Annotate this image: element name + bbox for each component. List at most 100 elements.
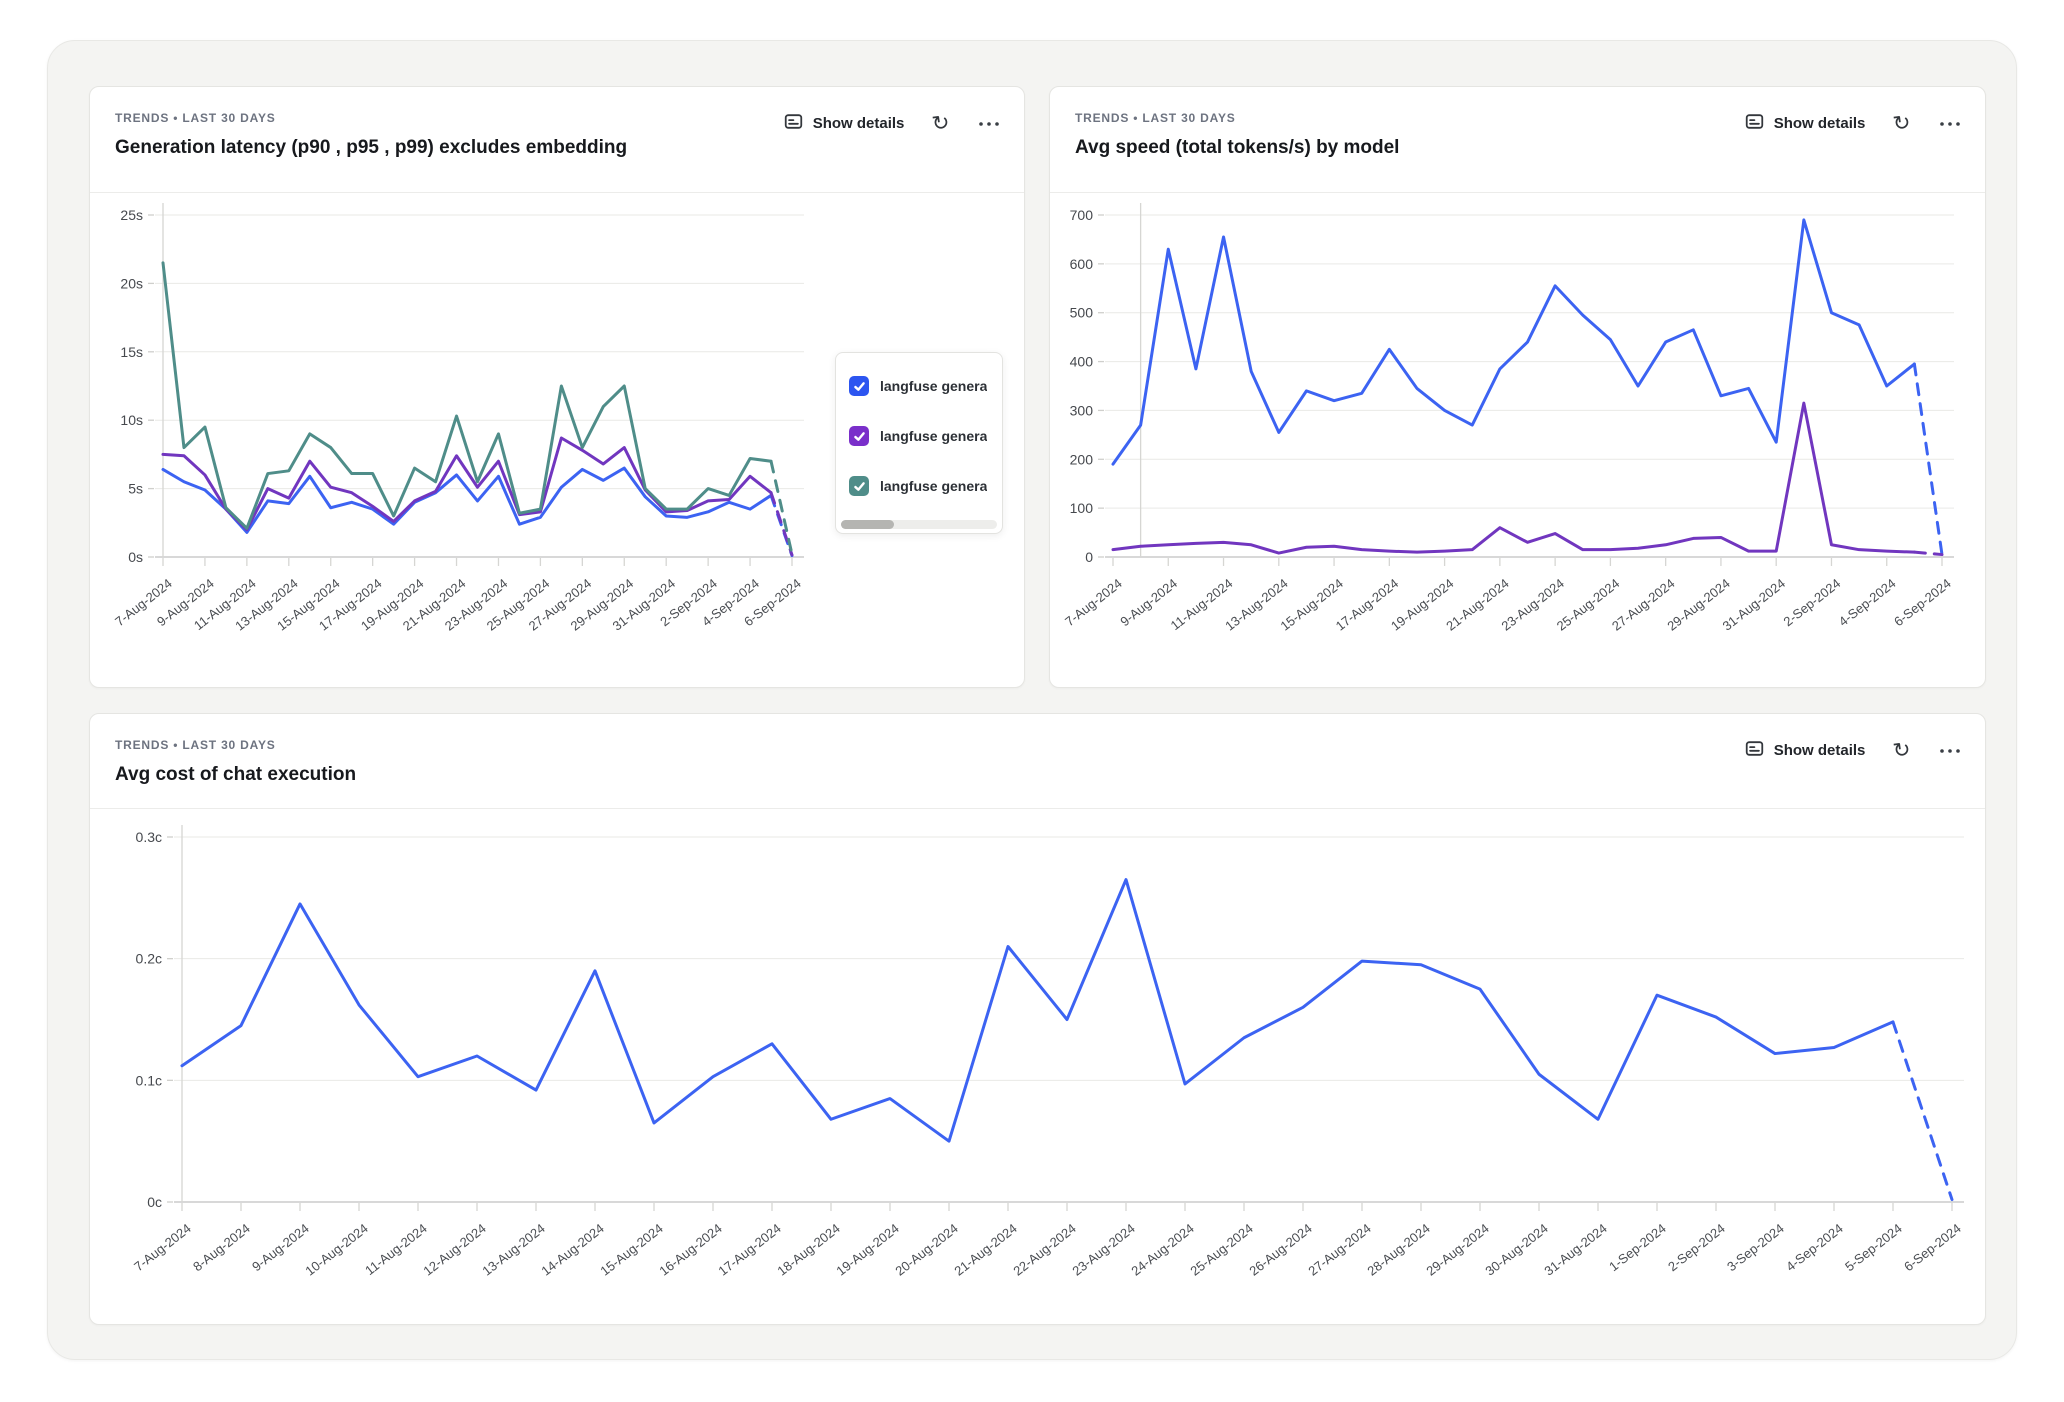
panel-actions: Show details ↻	[781, 107, 1002, 140]
cost-panel: TRENDS • LAST 30 DAYS Avg cost of chat e…	[89, 713, 1986, 1325]
svg-text:7-Aug-2024: 7-Aug-2024	[131, 1221, 194, 1275]
svg-text:15s: 15s	[120, 344, 143, 360]
legend-item-label: langfuse genera	[880, 478, 988, 494]
refresh-button[interactable]: ↻	[1891, 111, 1913, 136]
svg-text:300: 300	[1070, 402, 1094, 418]
svg-text:0.1c: 0.1c	[136, 1072, 162, 1088]
svg-text:31-Aug-2024: 31-Aug-2024	[1541, 1221, 1609, 1279]
more-icon	[1939, 743, 1961, 758]
svg-text:4-Sep-2024: 4-Sep-2024	[1836, 576, 1899, 630]
cost-panel-header: TRENDS • LAST 30 DAYS Avg cost of chat e…	[90, 714, 1985, 809]
show-details-label: Show details	[1773, 115, 1866, 132]
svg-text:30-Aug-2024: 30-Aug-2024	[1482, 1221, 1550, 1279]
show-details-button[interactable]: Show details	[1742, 734, 1868, 767]
svg-text:400: 400	[1070, 354, 1094, 370]
show-details-button[interactable]: Show details	[781, 107, 907, 140]
speed-chart: 01002003004005006007007-Aug-20249-Aug-20…	[1062, 203, 1954, 634]
show-details-label: Show details	[812, 115, 905, 132]
svg-text:6-Sep-2024: 6-Sep-2024	[1891, 576, 1954, 630]
legend-scrollbar[interactable]	[841, 520, 997, 529]
svg-text:10s: 10s	[120, 412, 143, 428]
svg-text:17-Aug-2024: 17-Aug-2024	[715, 1221, 783, 1279]
legend-item-label: langfuse genera	[880, 378, 988, 394]
legend-item[interactable]: langfuse genera	[836, 461, 1002, 511]
svg-text:22-Aug-2024: 22-Aug-2024	[1010, 1221, 1078, 1279]
svg-text:0: 0	[1085, 549, 1093, 565]
show-details-icon	[1744, 738, 1765, 763]
legend-item[interactable]: langfuse genera	[836, 361, 1002, 411]
legend-checkbox-checked[interactable]	[849, 426, 869, 446]
refresh-icon: ↻	[930, 110, 952, 137]
show-details-button[interactable]: Show details	[1742, 107, 1868, 140]
panel-actions: Show details ↻	[1742, 734, 1963, 767]
svg-text:12-Aug-2024: 12-Aug-2024	[420, 1221, 488, 1279]
latency-panel: TRENDS • LAST 30 DAYS Generation latency…	[89, 86, 1025, 688]
page-title-cost: Avg cost of chat execution	[115, 764, 357, 785]
svg-text:7-Aug-2024: 7-Aug-2024	[1062, 576, 1125, 630]
svg-text:6-Sep-2024: 6-Sep-2024	[1901, 1221, 1964, 1275]
svg-text:26-Aug-2024: 26-Aug-2024	[1246, 1221, 1314, 1279]
latency-panel-header: TRENDS • LAST 30 DAYS Generation latency…	[90, 87, 1024, 193]
svg-text:19-Aug-2024: 19-Aug-2024	[833, 1221, 901, 1279]
more-icon	[1939, 116, 1961, 131]
legend-item-label: langfuse genera	[880, 428, 988, 444]
speed-panel: TRENDS • LAST 30 DAYS Avg speed (total t…	[1049, 86, 1986, 688]
page-title-latency: Generation latency (p90 , p95 , p99) exc…	[115, 137, 628, 158]
svg-text:27-Aug-2024: 27-Aug-2024	[1305, 1221, 1373, 1279]
legend-checkbox-checked[interactable]	[849, 376, 869, 396]
legend-checkbox-checked[interactable]	[849, 476, 869, 496]
svg-text:20s: 20s	[120, 275, 143, 291]
trends-eyebrow: TRENDS • LAST 30 DAYS	[115, 738, 276, 752]
svg-text:4-Sep-2024: 4-Sep-2024	[1783, 1221, 1846, 1275]
svg-text:200: 200	[1070, 451, 1094, 467]
trends-eyebrow: TRENDS • LAST 30 DAYS	[1075, 111, 1236, 125]
svg-text:1-Sep-2024: 1-Sep-2024	[1606, 1221, 1669, 1275]
svg-text:2-Sep-2024: 2-Sep-2024	[1665, 1221, 1728, 1275]
chart-legend: langfuse genera langfuse genera langfuse…	[835, 352, 1003, 534]
svg-text:15-Aug-2024: 15-Aug-2024	[597, 1221, 665, 1279]
svg-text:25s: 25s	[120, 207, 143, 223]
cost-chart: 0c0.1c0.2c0.3c7-Aug-20248-Aug-20249-Aug-…	[131, 825, 1964, 1279]
refresh-button[interactable]: ↻	[930, 111, 952, 136]
more-menu-button[interactable]	[976, 114, 1002, 133]
legend-scrollbar-thumb[interactable]	[841, 520, 895, 529]
svg-text:28-Aug-2024: 28-Aug-2024	[1364, 1221, 1432, 1279]
show-details-icon	[783, 111, 804, 136]
latency-chart: 0s5s10s15s20s25s7-Aug-20249-Aug-202411-A…	[112, 203, 804, 634]
svg-text:3-Sep-2024: 3-Sep-2024	[1724, 1221, 1787, 1275]
svg-text:11-Aug-2024: 11-Aug-2024	[362, 1221, 430, 1279]
legend-item[interactable]: langfuse genera	[836, 411, 1002, 461]
svg-text:2-Sep-2024: 2-Sep-2024	[1781, 576, 1844, 630]
refresh-icon: ↻	[1891, 737, 1913, 764]
refresh-icon: ↻	[1891, 110, 1913, 137]
more-menu-button[interactable]	[1937, 114, 1963, 133]
svg-text:14-Aug-2024: 14-Aug-2024	[538, 1221, 606, 1279]
svg-text:8-Aug-2024: 8-Aug-2024	[190, 1221, 253, 1275]
svg-text:700: 700	[1070, 207, 1094, 223]
svg-text:16-Aug-2024: 16-Aug-2024	[656, 1221, 724, 1279]
svg-text:21-Aug-2024: 21-Aug-2024	[951, 1221, 1019, 1279]
show-details-icon	[1744, 111, 1765, 136]
more-icon	[978, 116, 1000, 131]
svg-text:18-Aug-2024: 18-Aug-2024	[774, 1221, 842, 1279]
svg-text:0c: 0c	[147, 1194, 162, 1210]
svg-text:500: 500	[1070, 305, 1094, 321]
svg-text:0s: 0s	[128, 549, 143, 565]
svg-text:0.3c: 0.3c	[136, 829, 162, 845]
refresh-button[interactable]: ↻	[1891, 738, 1913, 763]
svg-text:5-Sep-2024: 5-Sep-2024	[1842, 1221, 1905, 1275]
svg-text:10-Aug-2024: 10-Aug-2024	[302, 1221, 370, 1279]
svg-text:24-Aug-2024: 24-Aug-2024	[1128, 1221, 1196, 1279]
svg-text:23-Aug-2024: 23-Aug-2024	[1069, 1221, 1137, 1279]
svg-text:600: 600	[1070, 256, 1094, 272]
svg-text:13-Aug-2024: 13-Aug-2024	[479, 1221, 547, 1279]
svg-text:0.2c: 0.2c	[136, 951, 162, 967]
speed-panel-header: TRENDS • LAST 30 DAYS Avg speed (total t…	[1050, 87, 1985, 193]
page-title-speed: Avg speed (total tokens/s) by model	[1075, 137, 1400, 158]
dashboard-container: TRENDS • LAST 30 DAYS Generation latency…	[47, 40, 2017, 1360]
more-menu-button[interactable]	[1937, 741, 1963, 760]
svg-text:25-Aug-2024: 25-Aug-2024	[1187, 1221, 1255, 1279]
svg-text:100: 100	[1070, 500, 1094, 516]
trends-eyebrow: TRENDS • LAST 30 DAYS	[115, 111, 276, 125]
panel-actions: Show details ↻	[1742, 107, 1963, 140]
